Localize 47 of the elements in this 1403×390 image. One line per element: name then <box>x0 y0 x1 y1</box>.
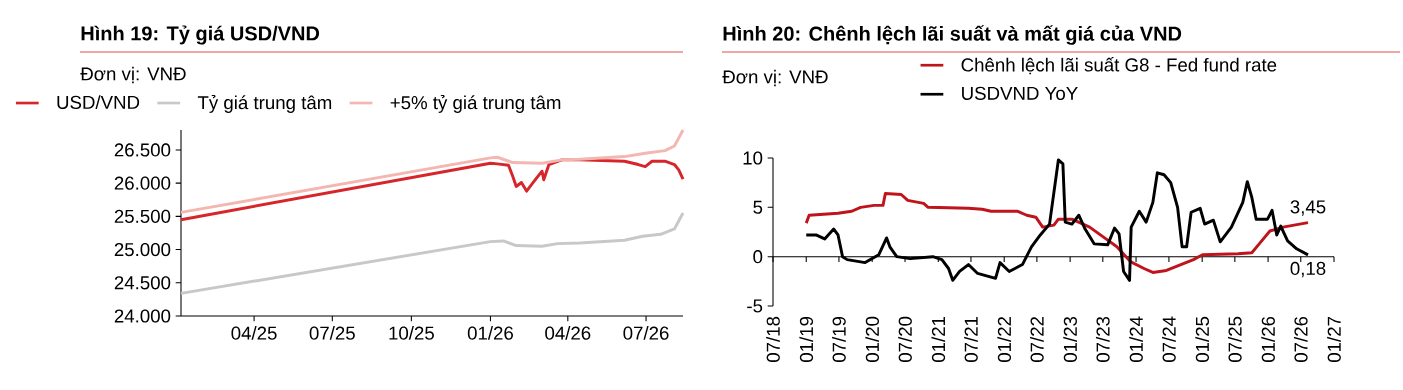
legend-label: Tỷ giá trung tâm <box>197 94 332 113</box>
line-series <box>179 211 685 295</box>
x-tick-label: 04/25 <box>231 326 277 340</box>
annotation: 0,18 <box>1290 261 1326 278</box>
x-tick-label: 07/25 <box>309 326 355 340</box>
legend-label: USDVND YoY <box>962 86 1078 100</box>
x-tick-label: 07/26 <box>1293 316 1308 363</box>
x-tick-label: 10/25 <box>389 326 434 340</box>
x-tick-label: 07/26 <box>623 326 669 340</box>
y-tick-label: 26.500 <box>114 143 171 157</box>
y-tick-label: -5 <box>747 299 763 313</box>
y-tick-label: 0 <box>753 250 763 264</box>
y-tick-label: 25.500 <box>114 209 171 223</box>
x-tick-label: 07/21 <box>964 316 978 363</box>
x-tick-label: 07/20 <box>898 316 912 363</box>
x-tick-label: 07/23 <box>1095 316 1110 363</box>
x-tick-label: 07/24 <box>1162 316 1176 363</box>
x-tick-label: 01/19 <box>799 316 814 363</box>
legend-label: Chênh lệch lãi suất G8 - Fed fund rate <box>961 57 1277 75</box>
line-series <box>179 128 685 214</box>
x-tick-label: 07/22 <box>1030 316 1044 363</box>
y-tick-label: 24.500 <box>114 276 171 290</box>
chart-title: Hình 19: Tỷ giá USD/VND <box>81 25 320 45</box>
y-tick-label: 26.000 <box>114 176 171 190</box>
y-tick-label: 5 <box>753 200 763 214</box>
x-tick-label: 01/25 <box>1195 316 1210 363</box>
x-tick-label: 07/25 <box>1227 316 1242 363</box>
x-tick-label: 01/26 <box>467 326 513 340</box>
x-tick-label: 01/24 <box>1129 316 1143 363</box>
x-tick-label: 01/27 <box>1327 316 1341 363</box>
y-tick-label: 24.000 <box>114 309 171 323</box>
legend-label: USD/VND <box>57 95 140 109</box>
x-tick-label: 07/19 <box>832 316 846 363</box>
chart-subtitle: Đơn vị: VNĐ <box>80 66 186 84</box>
x-tick-label: 01/20 <box>865 316 880 363</box>
x-tick-label: 07/18 <box>766 316 780 363</box>
chart-title: Hình 20: Chênh lệch lãi suất và mất giá của VND <box>723 25 1182 45</box>
legend-label: +5% tỷ giá trung tâm <box>390 94 561 113</box>
x-tick-label: 01/22 <box>997 316 1012 363</box>
x-tick-label: 01/23 <box>1063 316 1077 363</box>
chart-subtitle: Đơn vị: VNĐ <box>722 69 828 87</box>
y-tick-label: 25.000 <box>114 242 171 257</box>
annotation: 3,45 <box>1290 200 1326 216</box>
x-tick-label: 04/26 <box>545 326 591 340</box>
x-tick-label: 01/26 <box>1261 316 1275 363</box>
y-tick-label: 10 <box>743 151 763 165</box>
x-tick-label: 01/21 <box>931 316 946 363</box>
